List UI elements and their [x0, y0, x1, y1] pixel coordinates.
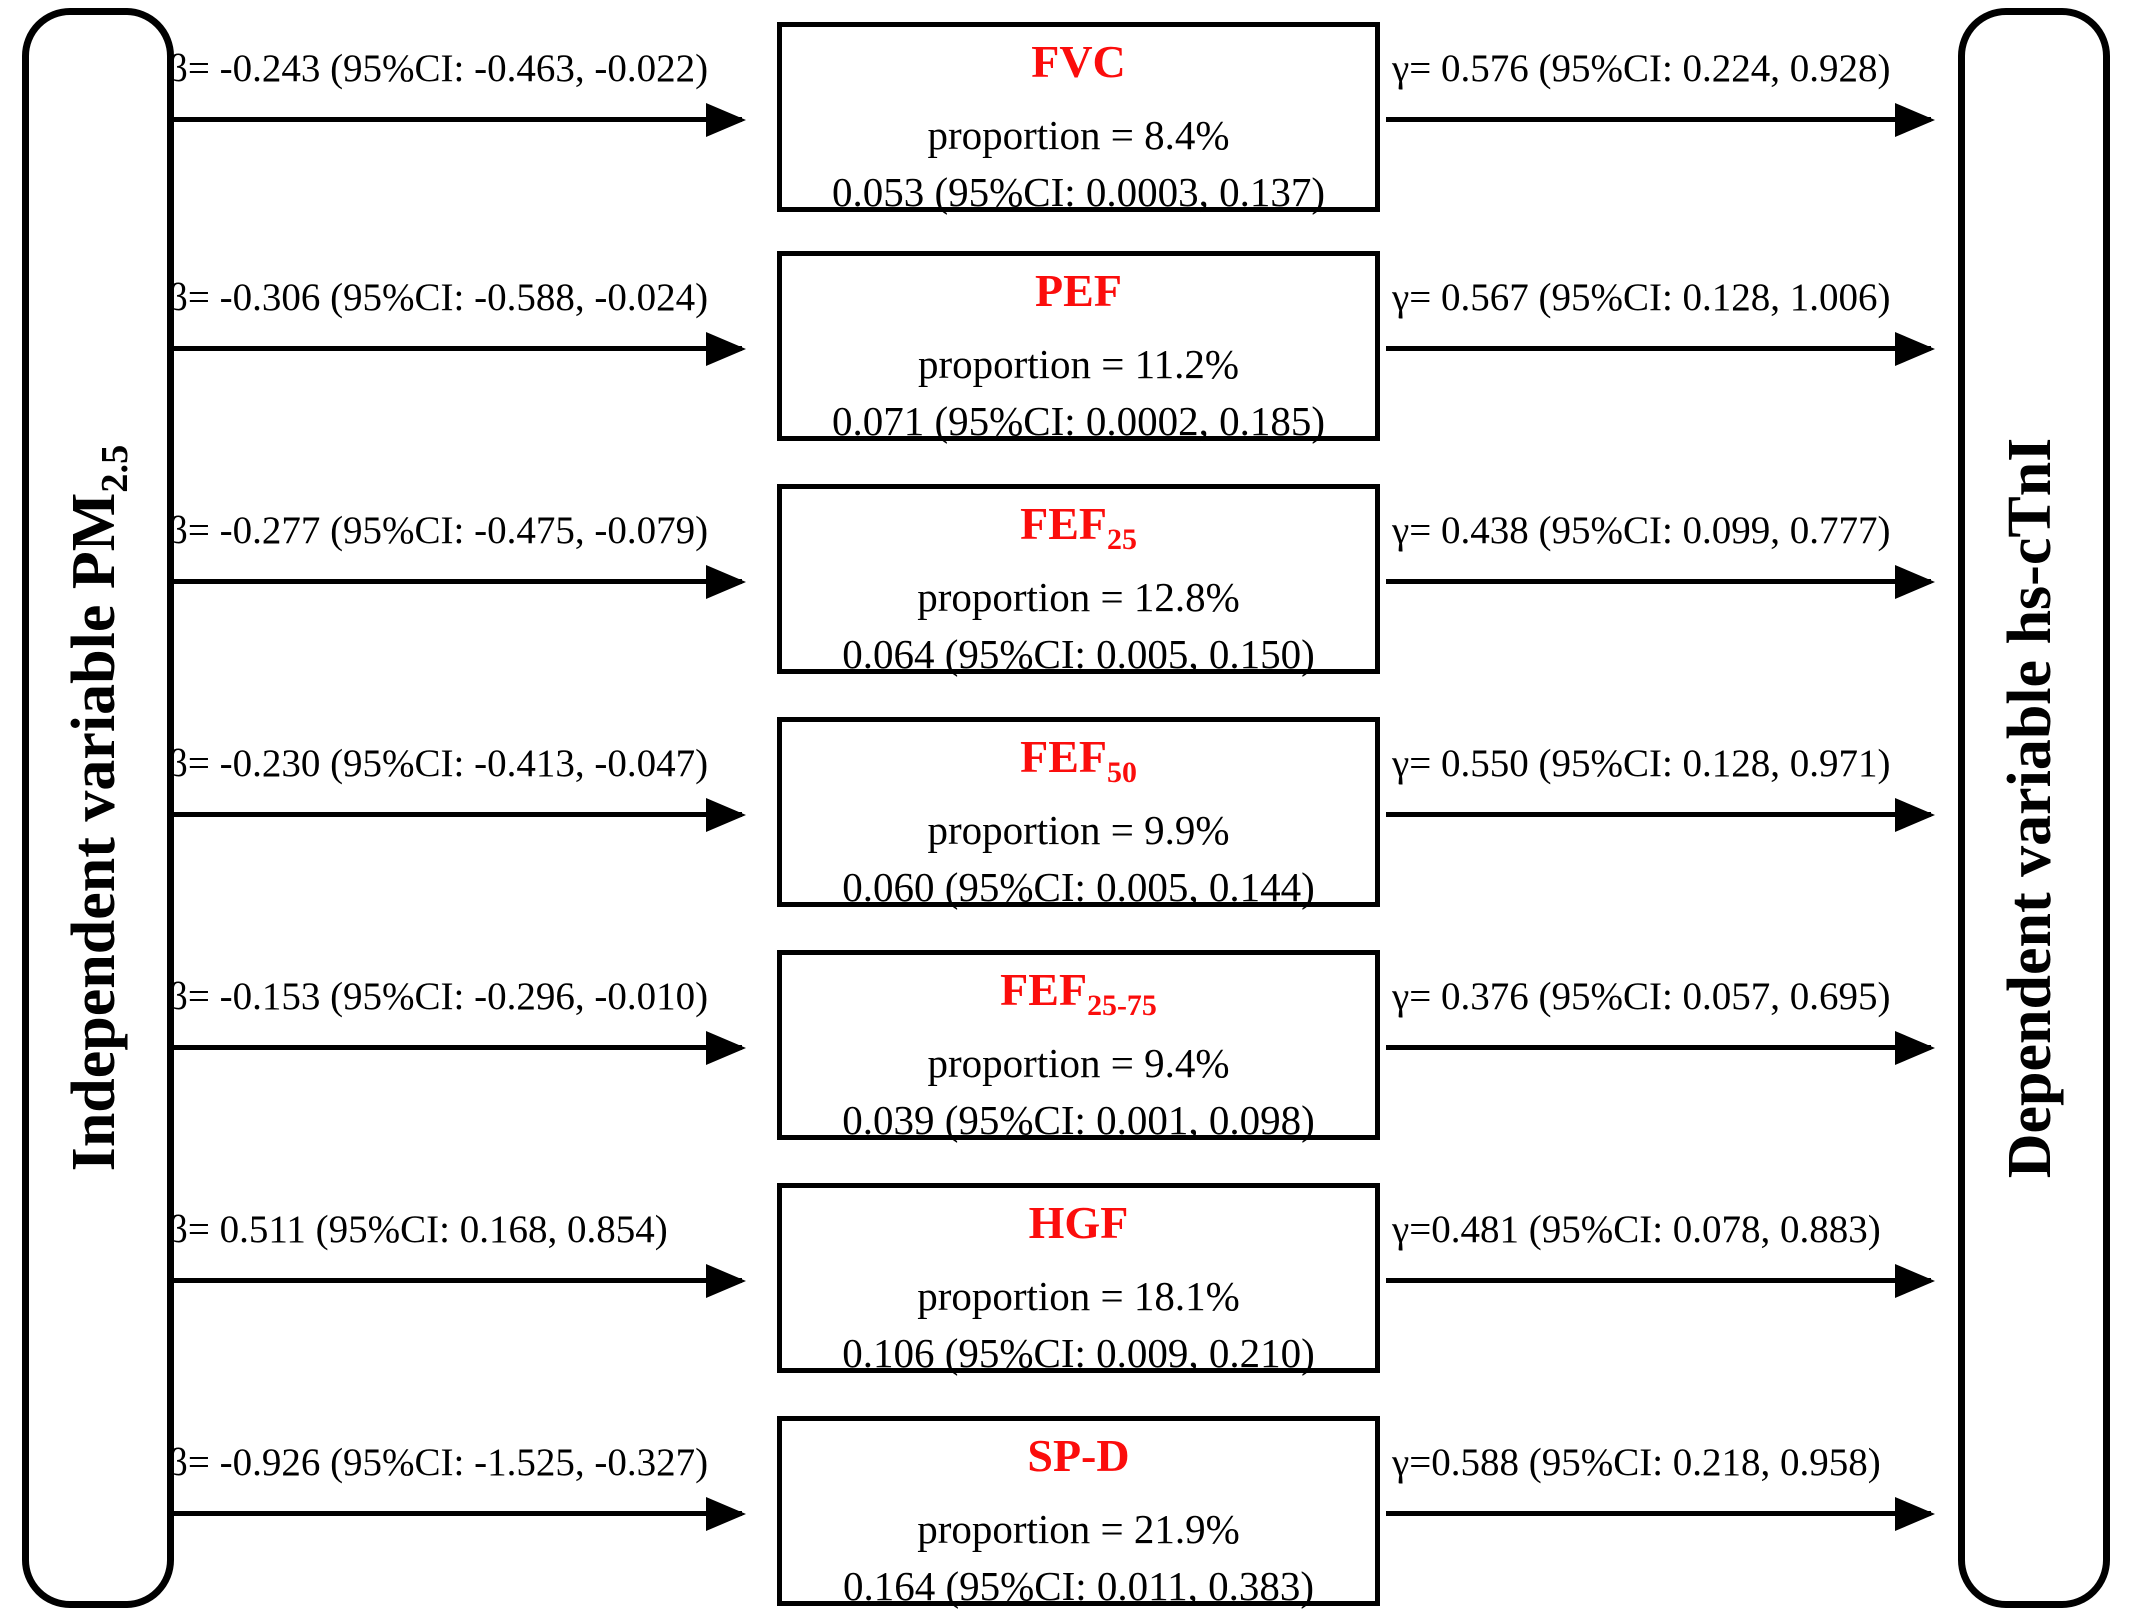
gamma-label: γ=0.588 (95%CI: 0.218, 0.958) [1392, 1441, 1881, 1484]
beta-label: β= -0.243 (95%CI: -0.463, -0.022) [168, 47, 709, 90]
gamma-label: γ= 0.576 (95%CI: 0.224, 0.928) [1392, 47, 1891, 90]
beta-label: β= -0.926 (95%CI: -1.525, -0.327) [168, 1441, 709, 1484]
gamma-arrow [1386, 117, 1931, 122]
proportion-text: proportion = 18.1% [917, 1273, 1240, 1320]
gamma-label: γ= 0.567 (95%CI: 0.128, 1.006) [1392, 276, 1891, 319]
mediation-row-fef50: β= -0.230 (95%CI: -0.413, -0.047) FEF50 … [0, 717, 2131, 910]
effect-text: 0.053 (95%CI: 0.0003, 0.137) [831, 169, 1326, 216]
beta-arrow [172, 117, 742, 122]
effect-text: 0.164 (95%CI: 0.011, 0.383) [842, 1563, 1315, 1610]
mediator-box-fef25-75: FEF25-75 proportion = 9.4% 0.039 (95%CI:… [777, 950, 1380, 1143]
proportion-text: proportion = 12.8% [917, 574, 1240, 621]
beta-label: β= -0.306 (95%CI: -0.588, -0.024) [168, 276, 709, 319]
mediator-title: FEF50 [782, 728, 1375, 802]
effect-text: 0.106 (95%CI: 0.009, 0.210) [842, 1330, 1315, 1377]
beta-arrow [172, 346, 742, 351]
mediator-title: HGF [782, 1194, 1375, 1268]
gamma-arrow [1386, 1045, 1931, 1050]
beta-label: β= 0.511 (95%CI: 0.168, 0.854) [168, 1208, 668, 1251]
mediator-box-fef50: FEF50 proportion = 9.9% 0.060 (95%CI: 0.… [777, 717, 1380, 910]
beta-arrow [172, 1278, 742, 1283]
mediator-name: FVC [1031, 36, 1126, 87]
gamma-label: γ= 0.438 (95%CI: 0.099, 0.777) [1392, 509, 1891, 552]
mediation-row-hgf: β= 0.511 (95%CI: 0.168, 0.854) HGF propo… [0, 1183, 2131, 1376]
gamma-label: γ=0.481 (95%CI: 0.078, 0.883) [1392, 1208, 1881, 1251]
mediator-box-hgf: HGF proportion = 18.1% 0.106 (95%CI: 0.0… [777, 1183, 1380, 1376]
proportion-text: proportion = 11.2% [917, 341, 1240, 388]
mediation-row-fef25: β= -0.277 (95%CI: -0.475, -0.079) FEF25 … [0, 484, 2131, 677]
gamma-label: γ= 0.376 (95%CI: 0.057, 0.695) [1392, 975, 1891, 1018]
mediator-box-spd: SP-D proportion = 21.9% 0.164 (95%CI: 0.… [777, 1416, 1380, 1609]
mediator-title: FVC [782, 33, 1375, 107]
mediator-name: PEF [1035, 265, 1122, 316]
effect-text: 0.071 (95%CI: 0.0002, 0.185) [831, 398, 1326, 445]
mediator-box-fvc: FVC proportion = 8.4% 0.053 (95%CI: 0.00… [777, 22, 1380, 215]
mediator-name-subscript: 25 [1107, 523, 1137, 557]
mediator-name-subscript: 25-75 [1087, 989, 1157, 1023]
proportion-text: proportion = 9.4% [927, 1040, 1230, 1087]
mediator-name: FEF [1020, 731, 1107, 782]
mediator-title: SP-D [782, 1427, 1375, 1501]
effect-text: 0.060 (95%CI: 0.005, 0.144) [842, 864, 1315, 911]
proportion-text: proportion = 8.4% [927, 112, 1230, 159]
proportion-text: proportion = 21.9% [917, 1506, 1240, 1553]
beta-arrow [172, 1045, 742, 1050]
mediator-box-pef: PEF proportion = 11.2% 0.071 (95%CI: 0.0… [777, 251, 1380, 444]
mediator-name: HGF [1028, 1197, 1129, 1248]
mediator-name: SP-D [1027, 1430, 1130, 1481]
beta-label: β= -0.277 (95%CI: -0.475, -0.079) [168, 509, 709, 552]
beta-arrow [172, 1511, 742, 1516]
beta-arrow [172, 579, 742, 584]
mediation-row-fvc: β= -0.243 (95%CI: -0.463, -0.022) FVC pr… [0, 22, 2131, 215]
mediator-name: FEF [1020, 498, 1107, 549]
mediator-title: PEF [782, 262, 1375, 336]
gamma-arrow [1386, 812, 1931, 817]
independent-variable-box: Independent variable PM2.5 [22, 8, 174, 1608]
gamma-arrow [1386, 579, 1931, 584]
gamma-arrow [1386, 346, 1931, 351]
dependent-variable-box: Dependent variable hs-cTnI [1958, 8, 2110, 1608]
beta-arrow [172, 812, 742, 817]
mediator-title: FEF25 [782, 495, 1375, 569]
gamma-arrow [1386, 1511, 1931, 1516]
gamma-arrow [1386, 1278, 1931, 1283]
mediation-row-fef25-75: β= -0.153 (95%CI: -0.296, -0.010) FEF25-… [0, 950, 2131, 1143]
beta-label: β= -0.230 (95%CI: -0.413, -0.047) [168, 742, 709, 785]
beta-label: β= -0.153 (95%CI: -0.296, -0.010) [168, 975, 709, 1018]
mediator-name-subscript: 50 [1107, 756, 1137, 790]
mediator-box-fef25: FEF25 proportion = 12.8% 0.064 (95%CI: 0… [777, 484, 1380, 677]
mediation-row-spd: β= -0.926 (95%CI: -1.525, -0.327) SP-D p… [0, 1416, 2131, 1609]
proportion-text: proportion = 9.9% [927, 807, 1230, 854]
mediator-title: FEF25-75 [782, 961, 1375, 1035]
effect-text: 0.039 (95%CI: 0.001, 0.098) [842, 1097, 1315, 1144]
mediator-name: FEF [1000, 964, 1088, 1015]
effect-text: 0.064 (95%CI: 0.005, 0.150) [842, 631, 1315, 678]
gamma-label: γ= 0.550 (95%CI: 0.128, 0.971) [1392, 742, 1891, 785]
mediation-row-pef: β= -0.306 (95%CI: -0.588, -0.024) PEF pr… [0, 251, 2131, 444]
